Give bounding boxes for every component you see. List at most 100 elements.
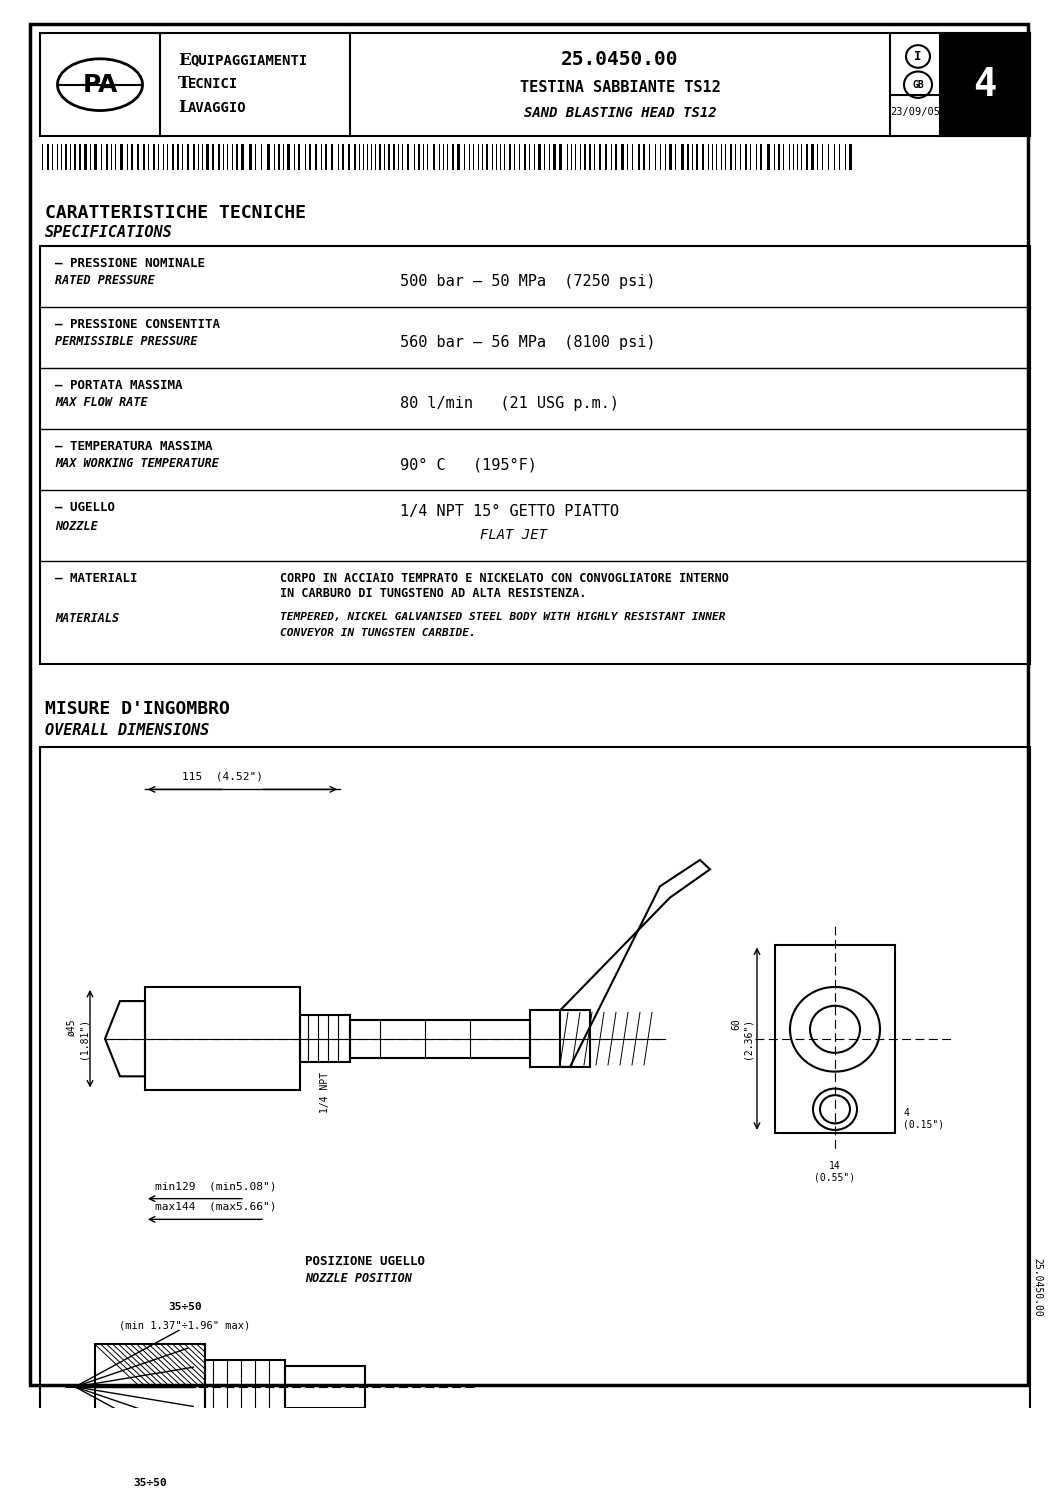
Text: 25.0450.00: 25.0450.00 (561, 49, 679, 69)
Text: TEMPERED, NICKEL GALVANISED STEEL BODY WITH HIGHLY RESISTANT INNER: TEMPERED, NICKEL GALVANISED STEEL BODY W… (280, 612, 726, 623)
Text: max144  (max5.66"): max144 (max5.66") (156, 1202, 276, 1211)
Bar (309, 144, 311, 171)
Bar (615, 144, 617, 171)
Bar (767, 144, 770, 171)
Bar (584, 144, 586, 171)
Text: 90° C   (195°F): 90° C (195°F) (400, 457, 536, 472)
Bar (40, 246, 1030, 665)
Bar (379, 144, 381, 171)
Bar (730, 144, 732, 171)
Text: POSIZIONE UGELLO: POSIZIONE UGELLO (305, 1254, 425, 1268)
Text: min129  (min5.08"): min129 (min5.08") (156, 1181, 276, 1192)
Text: – PRESSIONE NOMINALE: – PRESSIONE NOMINALE (55, 257, 205, 269)
Bar (354, 144, 355, 171)
Bar (74, 144, 76, 171)
Text: NOZZLE: NOZZLE (55, 521, 97, 533)
Text: CONVEYOR IN TUNGSTEN CARBIDE.: CONVEYOR IN TUNGSTEN CARBIDE. (280, 629, 476, 639)
Text: 25.0450.00: 25.0450.00 (1032, 1259, 1042, 1317)
Bar (331, 144, 333, 171)
Text: – UGELLO: – UGELLO (55, 501, 115, 515)
Bar (205, 1361, 285, 1413)
Text: SPECIFICATIONS: SPECIFICATIONS (45, 225, 172, 240)
Bar (47, 144, 49, 171)
Text: GB: GB (912, 79, 924, 90)
Bar (187, 144, 189, 171)
Bar (393, 144, 395, 171)
Text: MAX FLOW RATE: MAX FLOW RATE (55, 397, 148, 409)
Bar (760, 144, 762, 171)
Text: 80 l/min   (21 USG p.m.): 80 l/min (21 USG p.m.) (400, 397, 619, 412)
Bar (643, 144, 645, 171)
Bar (348, 144, 350, 171)
Text: QUIPAGGIAMENTI: QUIPAGGIAMENTI (190, 54, 307, 67)
Text: T: T (178, 75, 190, 93)
Bar (621, 144, 624, 171)
Bar (315, 144, 317, 171)
Text: – PORTATA MASSIMA: – PORTATA MASSIMA (55, 379, 182, 392)
Text: IN CARBURO DI TUNGSTENO AD ALTA RESISTENZA.: IN CARBURO DI TUNGSTENO AD ALTA RESISTEN… (280, 587, 586, 600)
Bar (509, 144, 511, 171)
Bar (236, 144, 238, 171)
Bar (193, 144, 195, 171)
Bar (696, 144, 698, 171)
Text: 4: 4 (973, 66, 997, 103)
Bar (553, 144, 557, 171)
Text: I: I (914, 49, 922, 63)
Bar (342, 144, 344, 171)
Bar (849, 144, 852, 171)
Bar (605, 144, 607, 171)
Bar (325, 144, 327, 171)
Bar (94, 144, 97, 171)
Bar (120, 144, 123, 171)
Circle shape (904, 72, 932, 97)
Text: (min 1.37"÷1.96" max): (min 1.37"÷1.96" max) (120, 1320, 251, 1331)
Circle shape (906, 45, 930, 67)
Bar (599, 144, 601, 171)
Bar (172, 144, 174, 171)
Bar (300, 1015, 350, 1063)
Bar (84, 144, 87, 171)
Bar (589, 144, 591, 171)
Bar (524, 144, 526, 171)
Bar (79, 144, 81, 171)
Text: SAND BLASTING HEAD TS12: SAND BLASTING HEAD TS12 (524, 106, 716, 120)
Bar (638, 144, 640, 171)
Bar (669, 144, 672, 171)
Bar (285, 1367, 365, 1407)
Bar (177, 144, 179, 171)
Text: E: E (178, 52, 190, 69)
Text: AVAGGIO: AVAGGIO (188, 100, 247, 115)
Text: 23/09/05: 23/09/05 (890, 106, 940, 117)
Bar (249, 144, 252, 171)
Bar (407, 144, 409, 171)
Bar (212, 144, 214, 171)
Bar (486, 144, 488, 171)
Text: 560 bar – 56 MPa  (8100 psi): 560 bar – 56 MPa (8100 psi) (400, 335, 656, 350)
Bar (559, 144, 562, 171)
Bar (218, 144, 220, 171)
Bar (267, 144, 270, 171)
Bar (40, 33, 1030, 136)
Text: 14
(0.55"): 14 (0.55") (815, 1162, 856, 1183)
Text: FLAT JET: FLAT JET (480, 528, 547, 542)
Text: ø45
(1.81"): ø45 (1.81") (67, 1018, 88, 1060)
Ellipse shape (57, 58, 143, 111)
Text: OVERALL DIMENSIONS: OVERALL DIMENSIONS (45, 723, 209, 738)
Bar (95, 1344, 205, 1430)
Bar (776, 945, 895, 1133)
Bar (145, 987, 300, 1090)
Bar (298, 144, 300, 171)
Bar (278, 144, 280, 171)
Circle shape (820, 1096, 850, 1123)
Bar (530, 1010, 590, 1067)
Bar (452, 144, 454, 171)
Bar (287, 144, 290, 171)
Bar (143, 144, 145, 171)
Bar (457, 144, 460, 171)
Text: CARATTERISTICHE TECNICHE: CARATTERISTICHE TECNICHE (45, 204, 306, 222)
Text: ECNICI: ECNICI (188, 78, 238, 91)
Text: – TEMPERATURA MASSIMA: – TEMPERATURA MASSIMA (55, 440, 213, 454)
Text: 35÷50: 35÷50 (133, 1479, 167, 1488)
Bar (206, 144, 209, 171)
Bar (687, 144, 689, 171)
